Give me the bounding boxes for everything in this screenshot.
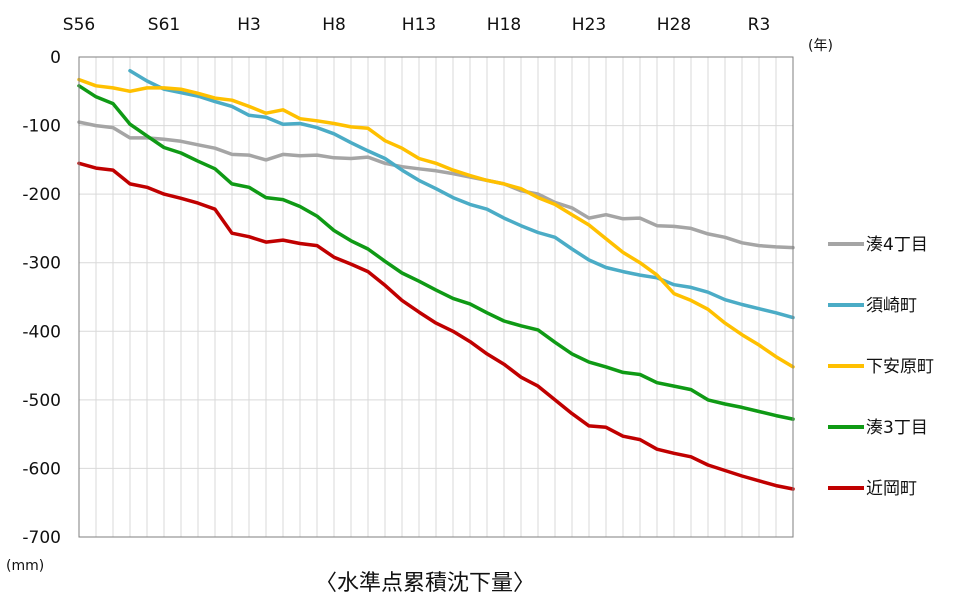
x-axis-tick-labels: S56 S61 H3 H8 H13 H18 H23 H28 R3 — [63, 15, 771, 35]
x-tick-label: S56 — [63, 15, 95, 35]
legend-label: 湊4丁目 — [866, 235, 928, 255]
y-axis-unit-label: (mm) — [6, 558, 44, 574]
legend-label: 須崎町 — [866, 296, 917, 316]
legend-label: 近岡町 — [866, 479, 917, 499]
y-tick-label: -700 — [22, 528, 61, 548]
y-tick-label: -200 — [22, 185, 61, 205]
x-tick-label: H3 — [237, 15, 261, 35]
x-axis-unit-label: (年) — [808, 38, 833, 54]
y-axis-tick-labels: 0 -100 -200 -300 -400 -500 -600 -700 — [22, 48, 61, 548]
series-lines — [77, 68, 795, 491]
x-tick-label: H18 — [487, 15, 521, 35]
series-line-1 — [128, 68, 795, 320]
y-tick-label: -400 — [22, 322, 61, 342]
x-tick-label: H8 — [322, 15, 346, 35]
series-line-3 — [77, 84, 795, 421]
y-tick-label: -500 — [22, 391, 61, 411]
legend-label: 下安原町 — [866, 357, 934, 377]
x-tick-label: H13 — [402, 15, 436, 35]
x-tick-label: H28 — [657, 15, 691, 35]
y-tick-label: -300 — [22, 254, 61, 274]
plot-area-frame — [78, 56, 794, 538]
x-tick-label: H23 — [572, 15, 606, 35]
y-tick-label: -100 — [22, 117, 61, 137]
x-tick-label: R3 — [748, 15, 771, 35]
series-line-4 — [77, 161, 795, 491]
legend-label: 湊3丁目 — [866, 418, 928, 438]
y-tick-label: -600 — [22, 459, 61, 479]
series-line-2 — [77, 77, 795, 369]
series-line-0 — [77, 120, 795, 250]
chart-title: 〈水準点累積沈下量〉 — [315, 571, 535, 596]
x-tick-label: S61 — [148, 15, 180, 35]
y-tick-label: 0 — [50, 48, 61, 68]
